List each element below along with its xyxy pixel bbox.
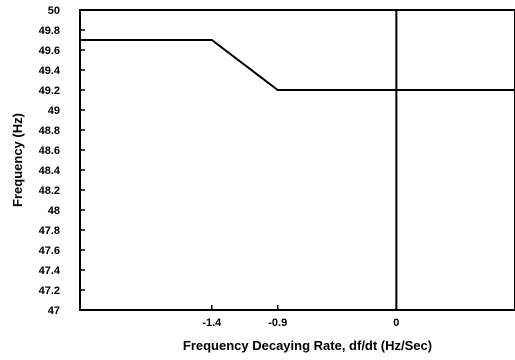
y-tick-label: 49.6 <box>39 45 60 57</box>
y-axis-ticks: 47 47.2 47.4 47.6 47.8 48 48.2 48.4 48.6 48.8 49 49… <box>39 5 85 317</box>
y-tick-label: 48.2 <box>39 185 60 197</box>
y-tick-label: 48.8 <box>39 125 60 137</box>
x-tick-label: -0.9 <box>268 317 287 329</box>
y-tick-label: 49.4 <box>39 65 61 77</box>
series-line <box>80 39 515 91</box>
y-tick-label: 47.8 <box>39 225 60 237</box>
plot-frame <box>79 9 515 311</box>
y-tick-label: 47.6 <box>39 245 60 257</box>
x-axis-title: Frequency Decaying Rate, df/dt (Hz/Sec) <box>183 338 432 353</box>
y-tick-label: 50 <box>48 5 60 17</box>
y-tick-label: 49.8 <box>39 25 60 37</box>
series-layer <box>80 10 515 310</box>
x-tick-label: 0 <box>393 317 399 329</box>
y-tick-label: 47.4 <box>39 265 61 277</box>
y-tick-label: 48 <box>48 205 60 217</box>
y-tick-label: 49.2 <box>39 85 60 97</box>
y-tick-label: 49 <box>48 105 60 117</box>
y-tick-label: 47 <box>48 305 60 317</box>
y-tick-label: 47.2 <box>39 285 60 297</box>
x-tick-label: -1.4 <box>202 317 222 329</box>
y-axis-title: Frequency (Hz) <box>10 113 25 207</box>
y-tick-label: 48.6 <box>39 145 60 157</box>
y-tick-label: 48.4 <box>39 165 61 177</box>
x-axis-ticks: -1.4 -0.9 0 <box>202 305 399 329</box>
